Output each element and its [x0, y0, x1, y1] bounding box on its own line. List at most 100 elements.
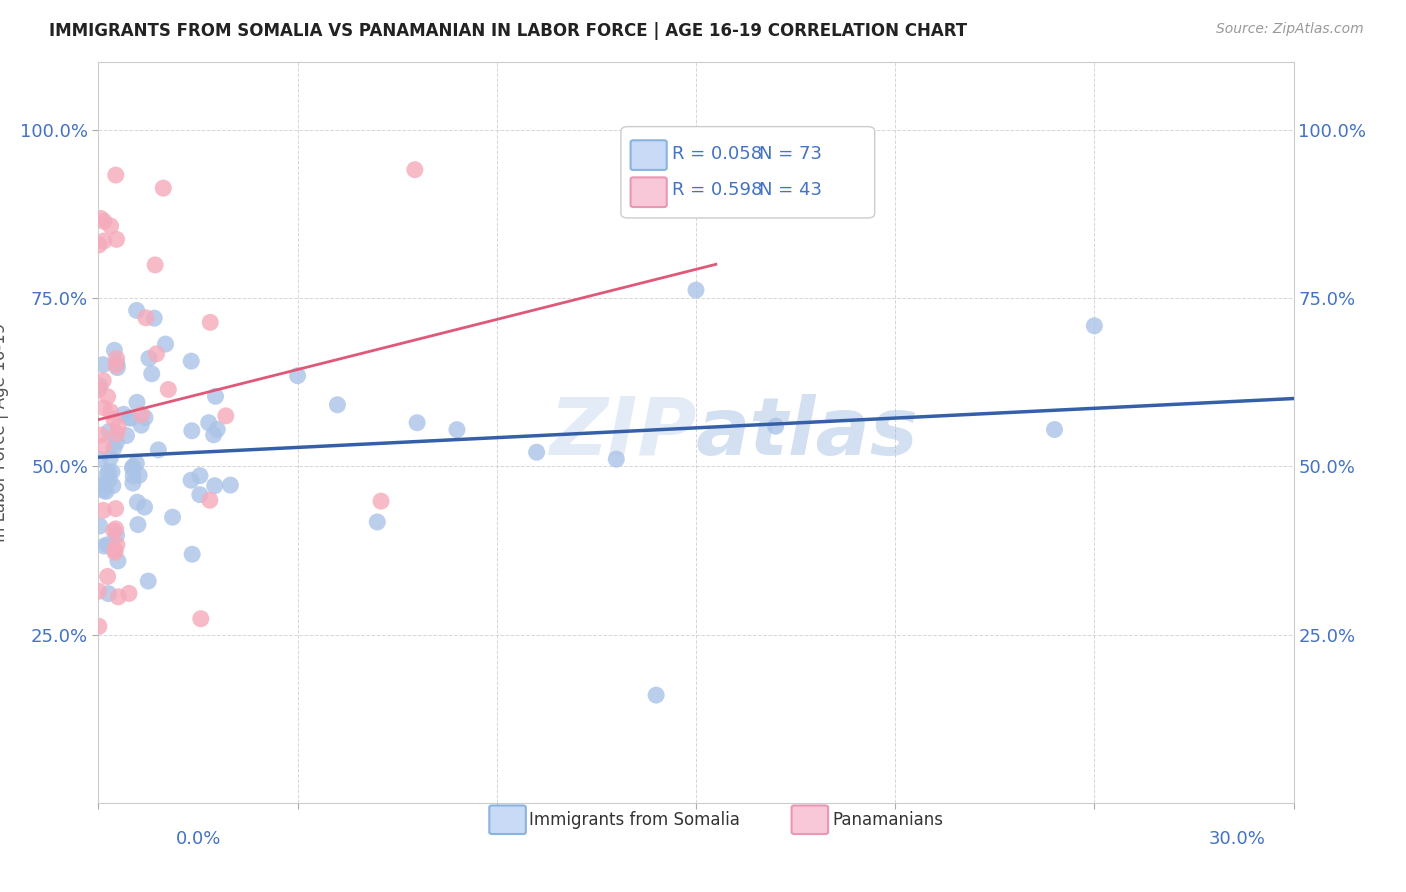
Point — [103, 524, 125, 538]
Point — [121, 461, 143, 475]
Point — [105, 538, 128, 552]
Point — [181, 547, 204, 561]
Point — [141, 367, 163, 381]
Point — [89, 379, 111, 393]
Point — [98, 425, 121, 439]
Text: atlas: atlas — [696, 393, 918, 472]
Point — [287, 368, 309, 383]
Point — [125, 303, 148, 318]
Point — [87, 584, 110, 599]
Point — [94, 484, 117, 499]
Point — [135, 310, 157, 325]
Point — [138, 351, 160, 366]
Point — [105, 360, 128, 375]
Point — [103, 441, 125, 455]
Point — [605, 452, 627, 467]
Point — [446, 423, 468, 437]
Text: 30.0%: 30.0% — [1209, 830, 1265, 847]
Point — [93, 214, 115, 228]
Point — [103, 343, 125, 358]
Point — [645, 688, 668, 702]
Point — [1083, 318, 1105, 333]
Point — [96, 569, 118, 583]
Point — [107, 420, 129, 434]
Point — [100, 450, 122, 465]
Point — [1043, 423, 1066, 437]
Point — [96, 390, 118, 404]
Point — [120, 411, 142, 425]
Point — [103, 412, 125, 426]
Point — [188, 468, 211, 483]
Text: N = 43: N = 43 — [759, 181, 821, 200]
Point — [136, 574, 159, 588]
Point — [143, 258, 166, 272]
Point — [326, 398, 349, 412]
Point — [87, 619, 110, 633]
Text: ZIP: ZIP — [548, 393, 696, 472]
Point — [198, 493, 221, 508]
Point — [112, 407, 135, 421]
Point — [90, 211, 112, 226]
Point — [93, 401, 115, 415]
Point — [155, 337, 177, 351]
Point — [100, 219, 122, 233]
Point — [370, 494, 392, 508]
Point — [87, 383, 110, 397]
Text: N = 73: N = 73 — [759, 145, 821, 163]
Point — [105, 357, 128, 371]
Point — [104, 359, 127, 373]
Point — [122, 459, 145, 474]
Point — [97, 586, 120, 600]
Point — [105, 232, 128, 246]
Point — [122, 476, 145, 491]
Text: Panamanians: Panamanians — [832, 811, 943, 829]
Point — [91, 374, 114, 388]
Point — [366, 515, 388, 529]
Point — [105, 426, 128, 441]
Point — [131, 408, 153, 422]
Text: IMMIGRANTS FROM SOMALIA VS PANAMANIAN IN LABOR FORCE | AGE 16-19 CORRELATION CHA: IMMIGRANTS FROM SOMALIA VS PANAMANIAN IN… — [49, 22, 967, 40]
Point — [89, 519, 111, 533]
Point — [115, 428, 138, 442]
Point — [93, 483, 115, 498]
Point — [87, 478, 110, 492]
Text: R = 0.598: R = 0.598 — [672, 181, 762, 200]
Point — [104, 501, 127, 516]
Point — [180, 473, 202, 487]
Point — [404, 162, 426, 177]
Point — [180, 354, 202, 368]
Point — [197, 416, 219, 430]
Point — [91, 358, 114, 372]
Point — [188, 488, 211, 502]
Point — [685, 283, 707, 297]
Point — [118, 410, 141, 425]
Point — [96, 538, 118, 552]
Point — [125, 395, 148, 409]
Point — [91, 479, 114, 493]
Point — [127, 517, 149, 532]
Point — [101, 478, 124, 492]
Point — [180, 424, 202, 438]
Point — [105, 528, 128, 542]
Point — [105, 351, 128, 366]
Point — [202, 427, 225, 442]
Point — [765, 419, 787, 434]
Point — [98, 473, 121, 487]
Point — [134, 500, 156, 514]
Point — [104, 168, 127, 182]
Text: R = 0.058: R = 0.058 — [672, 145, 762, 163]
Point — [93, 439, 115, 453]
Point — [145, 347, 167, 361]
Point — [118, 586, 141, 600]
Point — [93, 234, 115, 248]
Point — [190, 612, 212, 626]
Point — [162, 510, 184, 524]
Point — [157, 383, 180, 397]
Point — [105, 435, 128, 450]
Point — [90, 428, 112, 442]
Point — [148, 442, 170, 457]
Point — [101, 465, 124, 479]
Point — [107, 554, 129, 568]
Point — [143, 311, 166, 326]
Point — [526, 445, 548, 459]
